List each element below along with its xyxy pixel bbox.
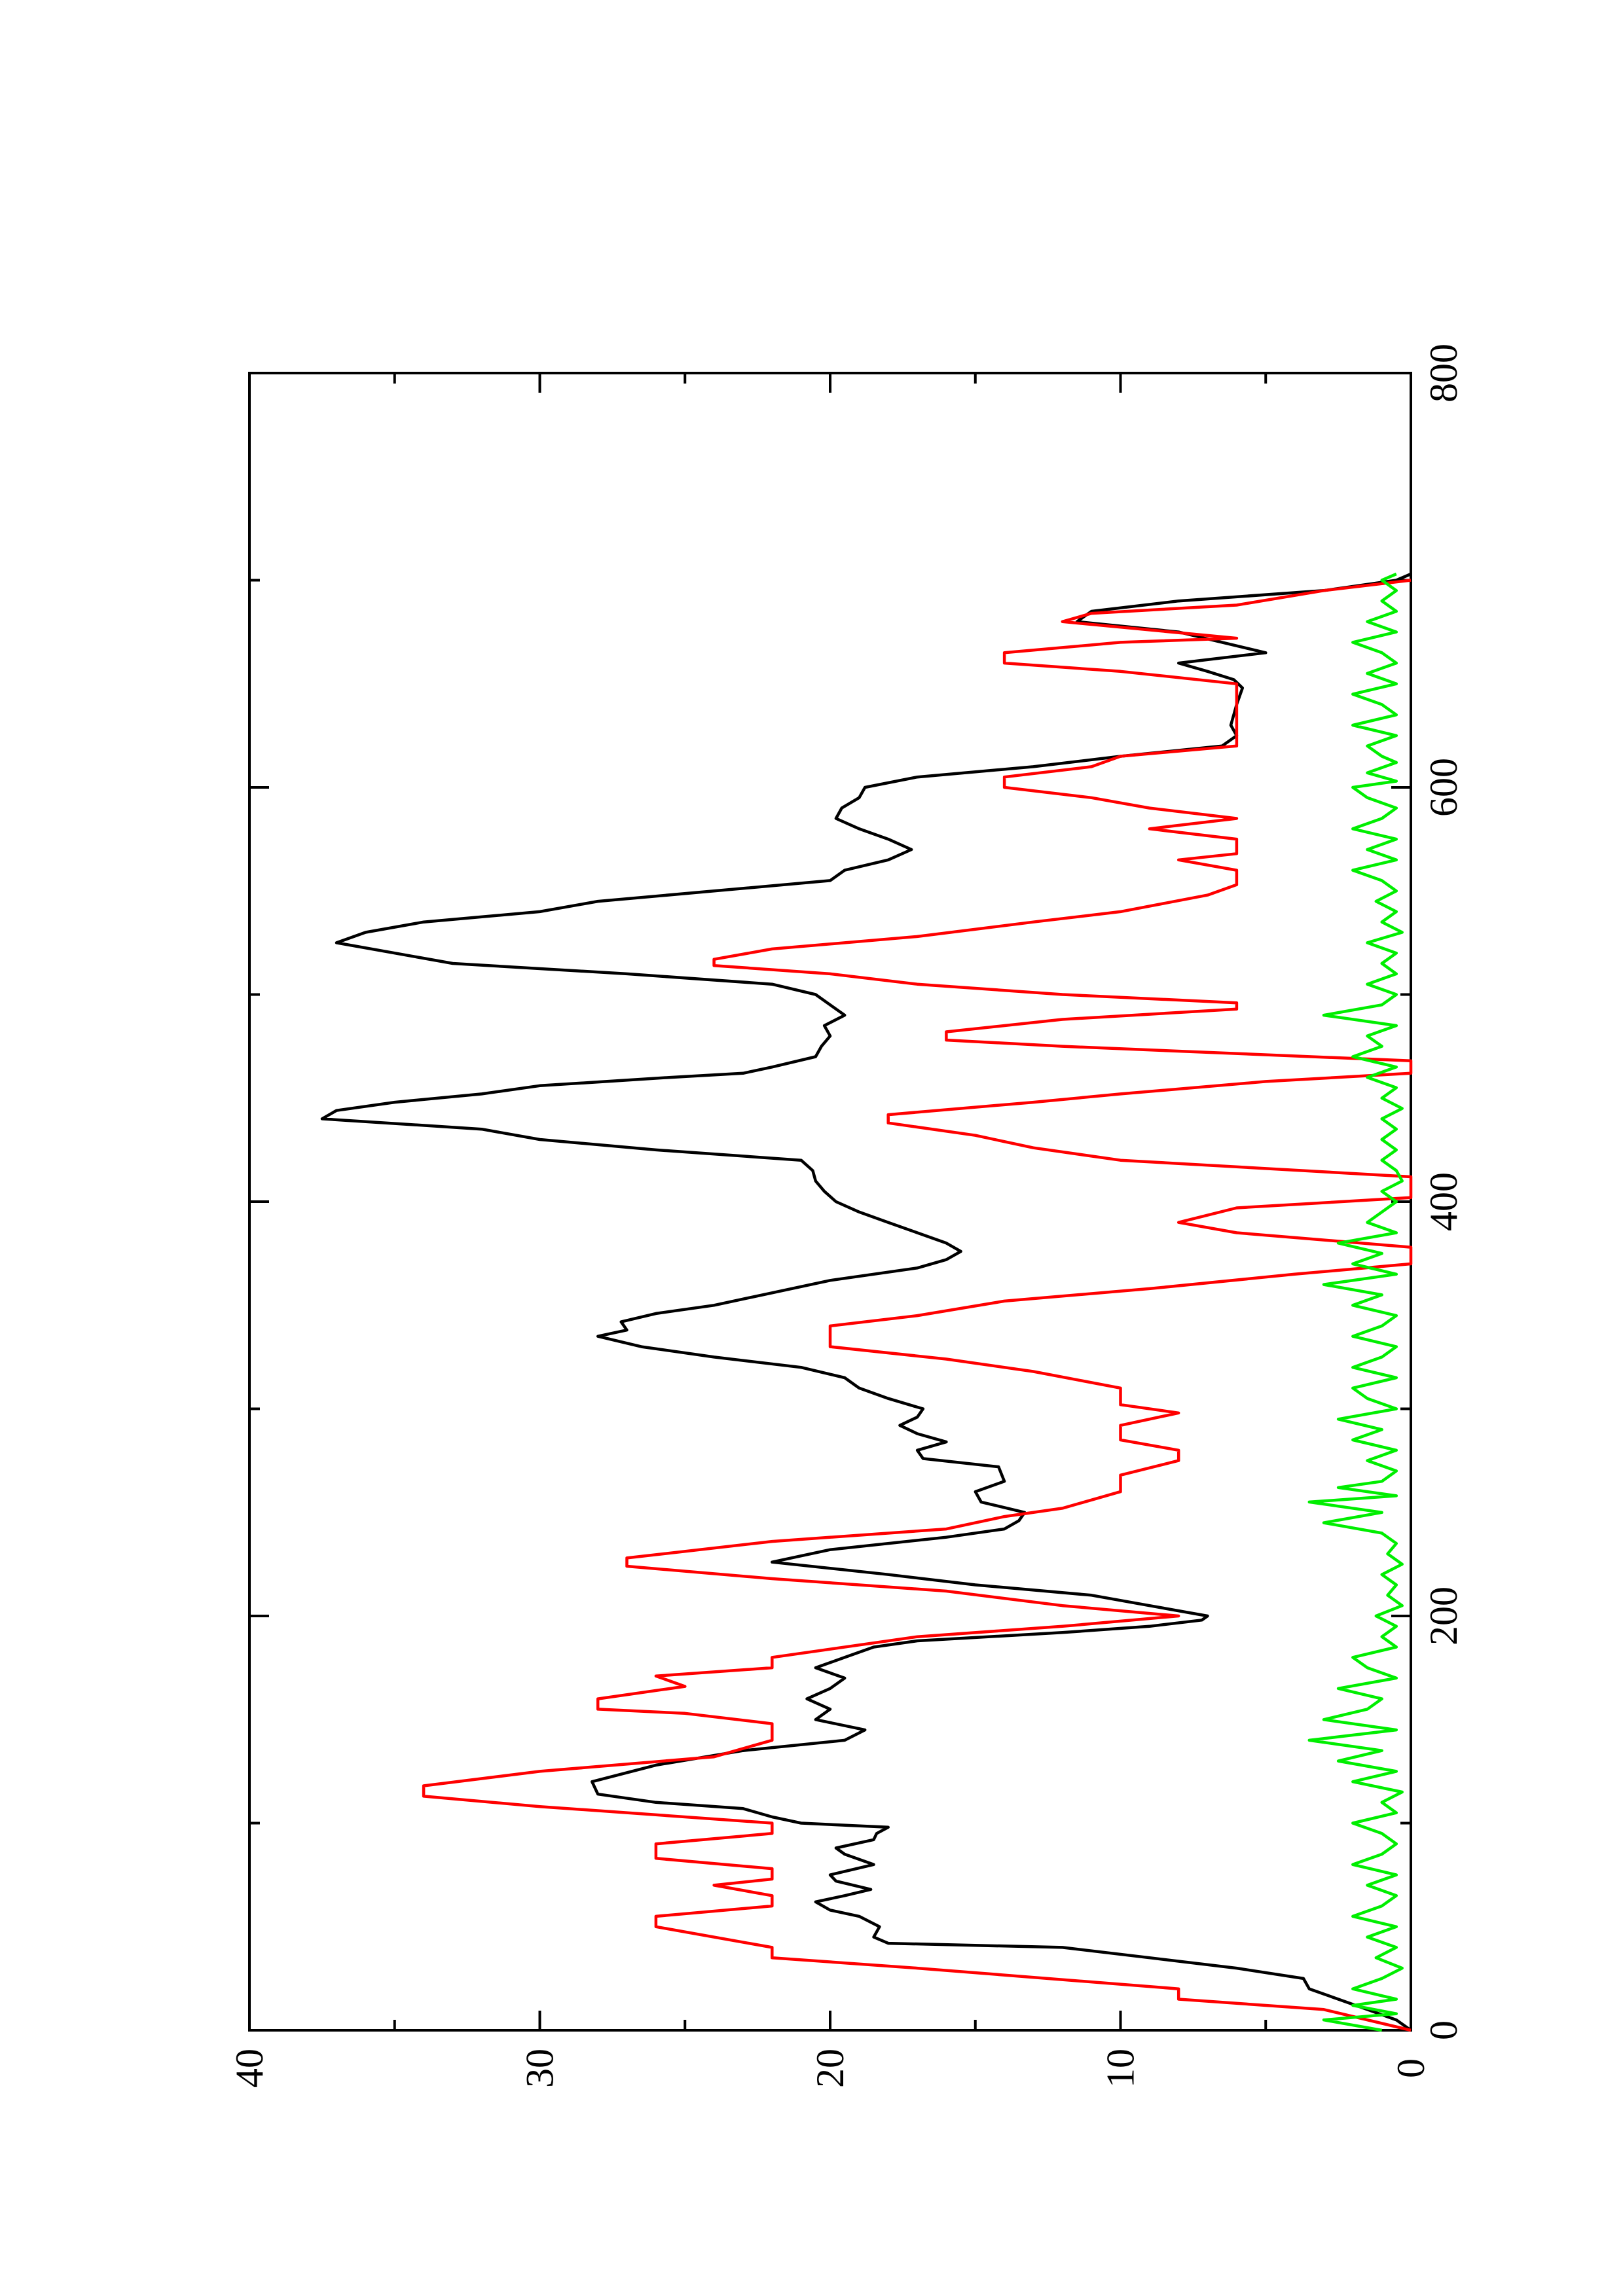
series-line-2 bbox=[422, 579, 1413, 2032]
x-tick-label: 600 bbox=[1422, 758, 1465, 817]
x-tick-label: 800 bbox=[1422, 344, 1465, 403]
y-tick-label: 30 bbox=[519, 2049, 562, 2088]
axis-tick-labels: 0 200 400 600 800 0 10 20 30 40 bbox=[228, 344, 1465, 2088]
y-tick-label: 20 bbox=[809, 2049, 852, 2088]
axis-ticks bbox=[248, 372, 1412, 2032]
x-tick-label: 400 bbox=[1422, 1172, 1465, 1231]
plot-frame bbox=[248, 372, 1412, 2032]
y-tick-label: 10 bbox=[1099, 2049, 1142, 2088]
x-tick-label: 0 bbox=[1422, 2020, 1465, 2040]
series-line-3 bbox=[1307, 572, 1404, 2032]
y-tick-label: 0 bbox=[1389, 2058, 1432, 2078]
y-tick-label: 40 bbox=[228, 2049, 271, 2088]
x-tick-label: 200 bbox=[1422, 1587, 1465, 1645]
series-line-1 bbox=[320, 572, 1412, 2032]
series-group bbox=[320, 572, 1413, 2032]
